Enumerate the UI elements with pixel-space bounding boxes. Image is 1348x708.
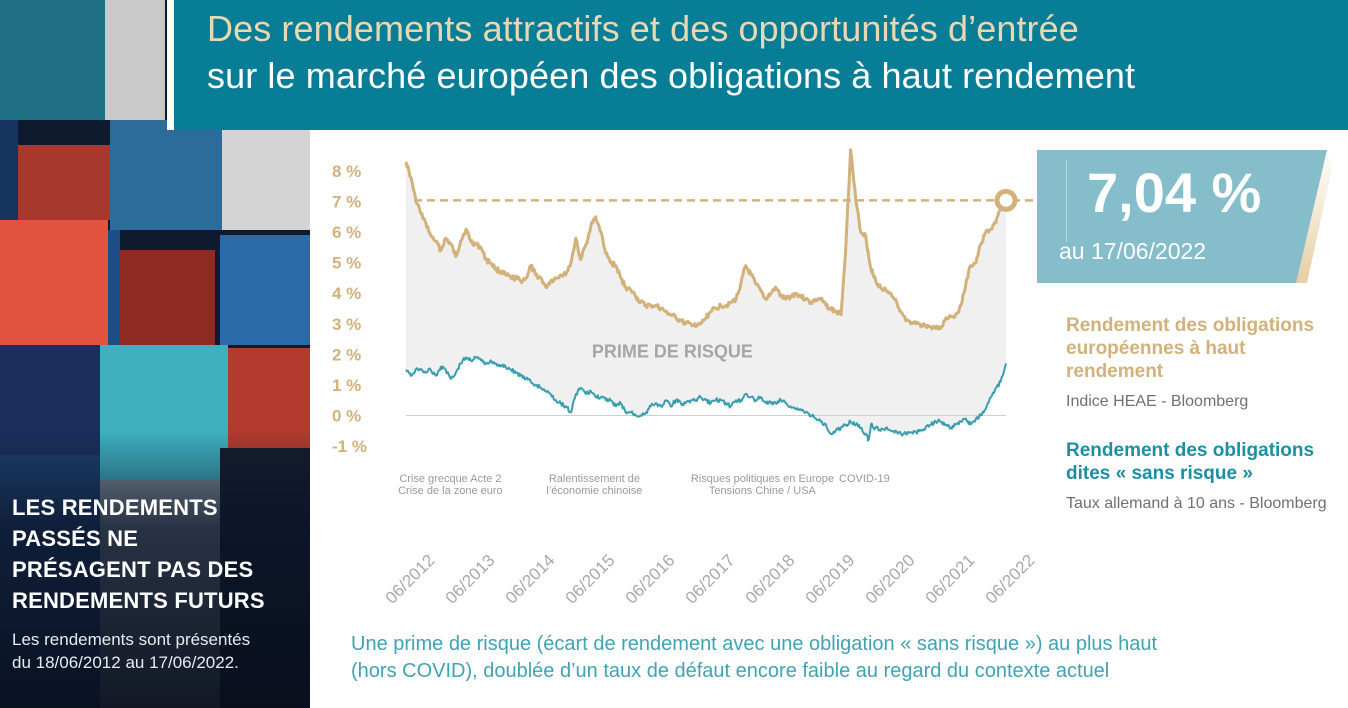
legend-title-line: rendement bbox=[1066, 361, 1164, 382]
disclaimer: LES RENDEMENTS PASSÉS NE PRÉSAGENT PAS D… bbox=[12, 492, 302, 674]
chart-legend: Rendement des obligations européennes à … bbox=[1066, 314, 1341, 513]
disclaimer-heading-line: PRÉSAGENT PAS DES bbox=[12, 557, 254, 582]
disclaimer-heading-line: RENDEMENTS FUTURS bbox=[12, 588, 265, 613]
y-tick-label: 6 % bbox=[332, 223, 361, 242]
latest-value-marker bbox=[994, 188, 1018, 212]
title-line-2: sur le marché européen des obligations à… bbox=[207, 55, 1136, 96]
event-annotation: l’économie chinoise bbox=[546, 485, 642, 497]
footnote-line: (hors COVID), doublée d’un taux de défau… bbox=[351, 660, 1110, 682]
disclaimer-text-line: Les rendements sont présentés bbox=[12, 630, 251, 649]
disclaimer-heading: LES RENDEMENTS PASSÉS NE PRÉSAGENT PAS D… bbox=[12, 492, 302, 616]
x-tick-label: 06/2017 bbox=[682, 551, 739, 608]
container-image bbox=[0, 120, 18, 220]
x-tick-label: 06/2015 bbox=[562, 551, 619, 608]
callout-background bbox=[1037, 150, 1336, 283]
series-line-risk-free bbox=[405, 355, 1007, 442]
title-line-1: Des rendements attractifs et des opportu… bbox=[207, 8, 1079, 49]
container-image bbox=[220, 235, 310, 345]
current-yield-date: au 17/06/2022 bbox=[1059, 238, 1207, 264]
y-tick-label: 1 % bbox=[332, 376, 361, 395]
y-tick-label: -1 % bbox=[332, 437, 367, 456]
y-tick-label: 0 % bbox=[332, 406, 361, 425]
container-image bbox=[120, 250, 215, 345]
container-image bbox=[18, 145, 110, 220]
callout-divider bbox=[1066, 160, 1067, 242]
y-tick-label: 4 % bbox=[332, 284, 361, 303]
event-annotation: Ralentissement de bbox=[549, 473, 640, 485]
disclaimer-heading-line: LES RENDEMENTS bbox=[12, 495, 218, 520]
risk-premium-area bbox=[406, 149, 1006, 441]
disclaimer-text: Les rendements sont présentés du 18/06/2… bbox=[12, 628, 302, 674]
yield-chart: 8 % 7 % 6 % 5 % 4 % 3 % 2 % 1 % 0 % -1 % PRIME DE… bbox=[332, 148, 1039, 608]
y-tick-label: 5 % bbox=[332, 254, 361, 273]
header-divider bbox=[167, 0, 174, 130]
legend-title-line: Rendement des obligations bbox=[1066, 315, 1315, 336]
legend-title-line: européennes à haut bbox=[1066, 338, 1246, 359]
legend-title: Rendement des obligations européennes à … bbox=[1066, 314, 1341, 383]
legend-source: Taux allemand à 10 ans - Bloomberg bbox=[1066, 495, 1327, 512]
container-image bbox=[105, 0, 165, 120]
disclaimer-text-line: du 18/06/2012 au 17/06/2022. bbox=[12, 653, 239, 672]
risk-premium-label: PRIME DE RISQUE bbox=[592, 341, 753, 361]
x-tick-label: 06/2019 bbox=[802, 551, 859, 608]
event-annotation: Risques politiques en Europe bbox=[691, 473, 834, 485]
footnote-line: Une prime de risque (écart de rendement … bbox=[351, 633, 1158, 655]
x-axis: 06/2012 06/2013 06/2014 06/2015 06/2016 06/20… bbox=[382, 551, 1039, 608]
y-tick-label: 2 % bbox=[332, 345, 361, 364]
x-tick-label: 06/2014 bbox=[502, 551, 559, 608]
container-image bbox=[222, 130, 310, 230]
x-tick-label: 06/2020 bbox=[862, 551, 919, 608]
legend-title-line: Rendement des obligations bbox=[1066, 440, 1315, 461]
series-line-high-yield bbox=[404, 148, 1007, 331]
current-yield-value: 7,04 % bbox=[1087, 161, 1262, 224]
x-tick-label: 06/2021 bbox=[922, 551, 979, 608]
disclaimer-heading-line: PASSÉS NE bbox=[12, 526, 139, 551]
y-axis: 8 % 7 % 6 % 5 % 4 % 3 % 2 % 1 % 0 % -1 % bbox=[332, 162, 367, 456]
y-tick-label: 8 % bbox=[332, 162, 361, 181]
legend-source: Indice HEAE - Bloomberg bbox=[1066, 393, 1249, 410]
container-image bbox=[0, 0, 105, 120]
x-tick-label: 06/2013 bbox=[442, 551, 499, 608]
header-banner: Des rendements attractifs et des opportu… bbox=[167, 0, 1348, 130]
current-yield-callout: 7,04 % au 17/06/2022 bbox=[1037, 150, 1337, 283]
x-tick-label: 06/2022 bbox=[982, 551, 1039, 608]
container-image bbox=[0, 220, 108, 345]
container-image bbox=[108, 230, 120, 345]
event-annotation: COVID-19 bbox=[839, 473, 890, 485]
photo-overlay bbox=[0, 430, 310, 708]
legend-item-high-yield: Rendement des obligations européennes à … bbox=[1066, 314, 1341, 411]
event-annotation: Crise grecque Acte 2 bbox=[399, 473, 501, 485]
y-tick-label: 7 % bbox=[332, 193, 361, 212]
y-tick-label: 3 % bbox=[332, 315, 361, 334]
x-tick-label: 06/2016 bbox=[622, 551, 679, 608]
legend-title: Rendement des obligations dites « sans r… bbox=[1066, 439, 1341, 485]
container-image bbox=[110, 120, 222, 230]
event-annotation: Crise de la zone euro bbox=[398, 485, 503, 497]
x-tick-label: 06/2012 bbox=[382, 551, 439, 608]
legend-item-risk-free: Rendement des obligations dites « sans r… bbox=[1066, 439, 1341, 513]
x-tick-label: 06/2018 bbox=[742, 551, 799, 608]
chart-footnote: Une prime de risque (écart de rendement … bbox=[351, 631, 1311, 685]
event-annotation: Tensions Chine / USA bbox=[709, 485, 817, 497]
legend-title-line: dites « sans risque » bbox=[1066, 463, 1253, 484]
